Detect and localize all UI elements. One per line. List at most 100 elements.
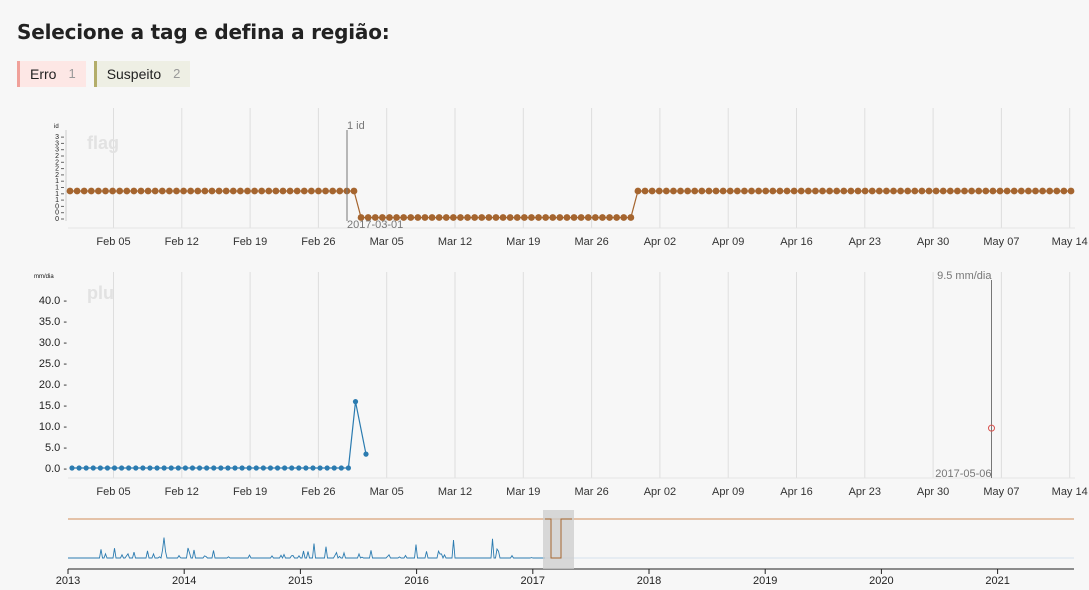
- x-tick-label: May 07: [983, 486, 1019, 498]
- flag-point: [272, 187, 280, 195]
- plu-point: [303, 465, 309, 471]
- flag-point: [407, 214, 415, 221]
- plu-point: [182, 465, 188, 471]
- flag-point: [563, 214, 571, 221]
- y-tick-label-flag: 1: [55, 185, 59, 192]
- flag-point: [336, 187, 344, 195]
- tag-suspeito[interactable]: Suspeito 2: [93, 61, 191, 87]
- flag-point: [364, 214, 372, 221]
- plu-point: [175, 465, 181, 471]
- flag-point: [606, 214, 613, 221]
- flag-point: [549, 214, 557, 221]
- flag-point: [584, 214, 592, 221]
- flag-point: [996, 187, 1004, 195]
- y-axis-label-flag: id: [54, 124, 59, 130]
- flag-point: [329, 187, 337, 195]
- flag-point: [286, 187, 294, 195]
- plu-point: [260, 465, 266, 471]
- plu-point: [76, 465, 82, 471]
- plu-series-line: [72, 401, 367, 469]
- flag-point: [66, 187, 74, 195]
- chart-name-plu: plu: [87, 283, 114, 303]
- flag-series-line: [70, 190, 1071, 219]
- flag-point: [414, 214, 422, 221]
- y-tick-label-flag: 1: [55, 191, 59, 198]
- plu-point: [246, 465, 252, 471]
- plu-point: [232, 465, 238, 471]
- x-tick-label: Feb 26: [301, 236, 335, 248]
- flag-point: [691, 187, 699, 195]
- flag-point: [684, 187, 692, 195]
- plu-highlight-point: [988, 424, 995, 432]
- flag-point: [258, 187, 266, 195]
- flag-point: [826, 187, 834, 195]
- flag-tooltip-date: 2017-03-01: [347, 219, 403, 231]
- x-tick-label: Apr 16: [780, 236, 812, 248]
- flag-point: [989, 187, 997, 195]
- tag-erro[interactable]: Erro 1: [17, 61, 86, 87]
- flag-point: [265, 187, 273, 195]
- flag-point: [123, 187, 131, 195]
- plu-point: [126, 465, 132, 471]
- flag-point: [662, 187, 670, 195]
- flag-point: [428, 214, 436, 221]
- flag-point: [322, 187, 329, 195]
- flag-point: [620, 214, 628, 221]
- plu-point: [90, 465, 96, 471]
- plu-tooltip-date: 2017-05-06: [935, 468, 991, 480]
- flag-point: [698, 187, 706, 195]
- flag-point: [471, 214, 479, 221]
- flag-point: [251, 187, 258, 195]
- x-tick-label: May 07: [983, 236, 1019, 248]
- flag-point: [165, 187, 173, 195]
- flag-point: [315, 187, 322, 195]
- overview-brush[interactable]: [543, 510, 574, 569]
- flag-point: [613, 214, 621, 221]
- tag-erro-count: 1: [68, 66, 76, 81]
- flag-point: [932, 187, 940, 195]
- flag-point: [485, 214, 493, 221]
- flag-point: [116, 187, 124, 195]
- flag-point: [236, 187, 244, 195]
- flag-point: [833, 187, 841, 195]
- overview-tick-label: 2020: [869, 575, 893, 587]
- overview-brush-flag-step: [545, 518, 572, 559]
- plu-point: [338, 465, 344, 471]
- flag-point: [797, 187, 805, 195]
- flag-point: [890, 187, 897, 195]
- flag-point: [812, 187, 819, 195]
- plu-point: [189, 465, 196, 471]
- x-tick-label: Mar 05: [370, 486, 404, 498]
- flag-point: [939, 187, 947, 195]
- plu-point: [119, 465, 125, 471]
- flag-point: [449, 214, 457, 221]
- flag-point: [804, 187, 812, 195]
- plu-point: [104, 465, 111, 471]
- overview-tick-label: 2013: [56, 575, 80, 587]
- flag-point: [1025, 187, 1032, 195]
- page-title: Selecione a tag e defina a região:: [17, 20, 390, 44]
- flag-point: [904, 187, 912, 195]
- flag-point: [492, 214, 500, 221]
- plu-point: [204, 465, 210, 471]
- plu-point: [310, 465, 316, 471]
- overview-tick-label: 2021: [985, 575, 1009, 587]
- flag-point: [158, 187, 166, 195]
- flag-point: [307, 187, 315, 195]
- y-tick-label-plu: 10.0 -: [39, 421, 67, 433]
- flag-point: [875, 187, 883, 195]
- y-tick-label-flag: 3: [55, 134, 59, 141]
- flag-point: [847, 187, 855, 195]
- flag-point: [371, 214, 379, 221]
- y-tick-label-plu: 40.0 -: [39, 295, 67, 307]
- tag-suspeito-count: 2: [173, 66, 181, 81]
- plu-point: [140, 465, 146, 471]
- flag-point: [229, 187, 237, 195]
- x-tick-label: Feb 12: [165, 236, 199, 248]
- flag-point: [755, 187, 763, 195]
- flag-point: [80, 187, 88, 195]
- flag-point: [378, 214, 386, 221]
- x-tick-label: May 14: [1052, 236, 1088, 248]
- x-tick-label: Feb 05: [96, 236, 130, 248]
